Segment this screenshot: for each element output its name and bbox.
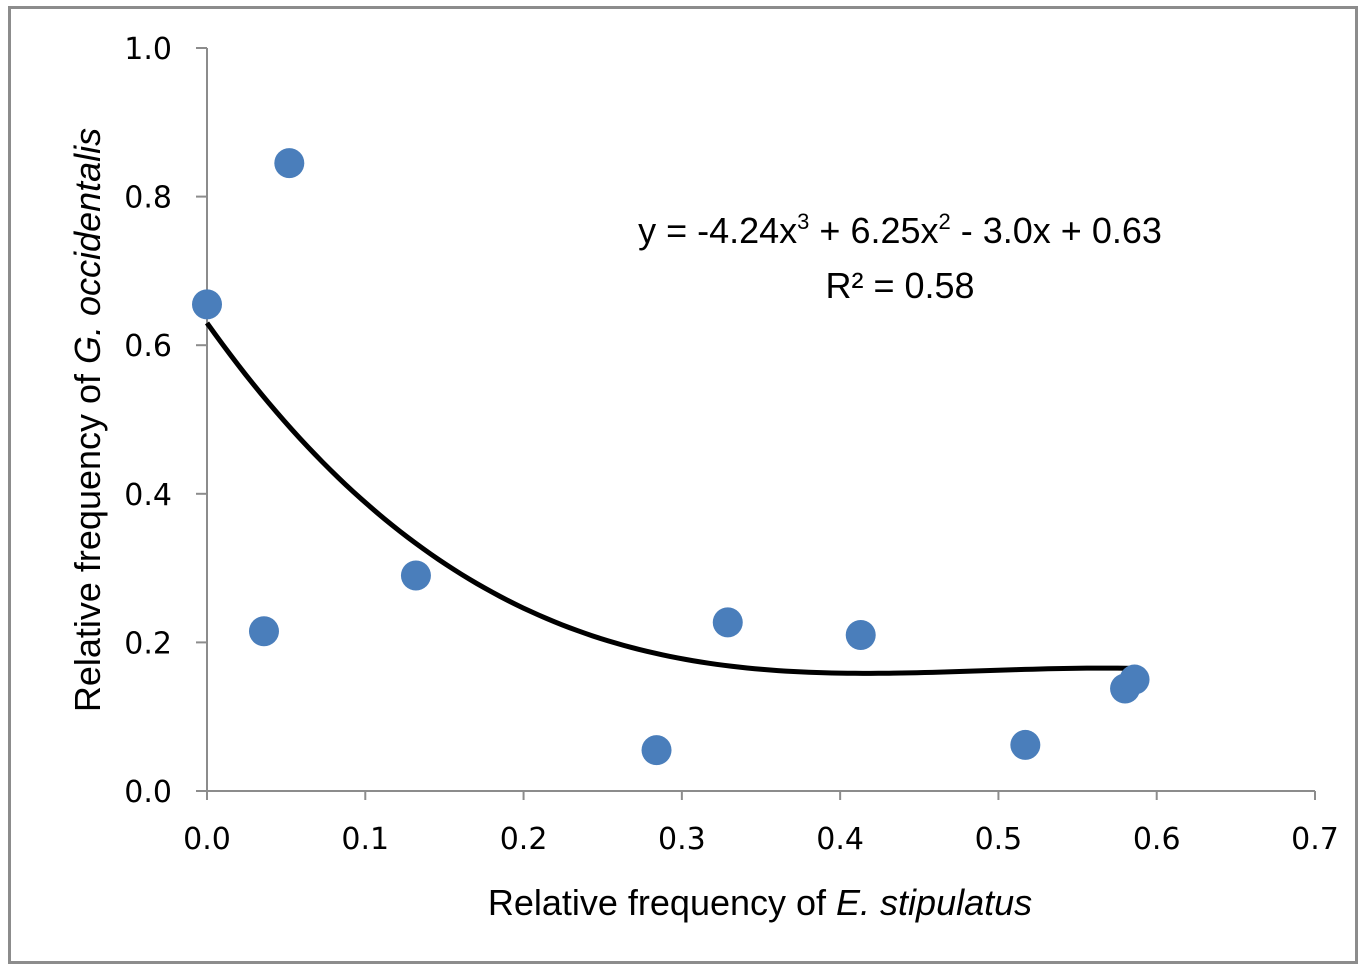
- x-tick-label: 0.1: [341, 822, 389, 857]
- y-tick-label: 0.8: [124, 181, 172, 216]
- x-tick-label: 0.4: [816, 822, 864, 857]
- x-ticks: 0.0 0.1 0.2 0.3 0.4 0.5 0.6 0.7: [183, 791, 1339, 857]
- trendline-equation: y = -4.24x3 + 6.25x2 - 3.0x + 0.63: [638, 209, 1162, 251]
- y-ticks: 0.0 0.2 0.4 0.6 0.8 1.0: [124, 32, 207, 810]
- y-tick-label: 1.0: [124, 32, 172, 67]
- y-tick-label: 0.2: [124, 626, 172, 661]
- data-point: [400, 560, 431, 591]
- data-point: [1119, 664, 1150, 695]
- data-point: [248, 616, 279, 647]
- trendline: [204, 321, 1134, 676]
- axes: [206, 48, 1315, 792]
- x-tick-label: 0.6: [1133, 822, 1181, 857]
- data-points: [192, 148, 1150, 766]
- data-point: [712, 607, 743, 638]
- r-squared-label: R² = 0.58: [825, 265, 974, 306]
- x-tick-label: 0.2: [500, 822, 548, 857]
- x-tick-label: 0.5: [975, 822, 1023, 857]
- x-tick-label: 0.0: [183, 822, 231, 857]
- data-point: [192, 289, 222, 320]
- y-axis-title: Relative frequency of G. occidentalis: [67, 128, 108, 712]
- x-axis-title: Relative frequency of E. stipulatus: [488, 882, 1032, 923]
- chart-frame: [8, 6, 1358, 964]
- data-point: [274, 148, 305, 179]
- y-tick-label: 0.0: [124, 775, 172, 810]
- y-tick-label: 0.6: [124, 329, 172, 364]
- data-point: [641, 735, 672, 766]
- x-tick-label: 0.7: [1291, 822, 1339, 857]
- data-point: [1010, 729, 1041, 760]
- x-tick-label: 0.3: [658, 822, 706, 857]
- data-point: [845, 619, 876, 650]
- y-tick-label: 0.4: [124, 478, 172, 513]
